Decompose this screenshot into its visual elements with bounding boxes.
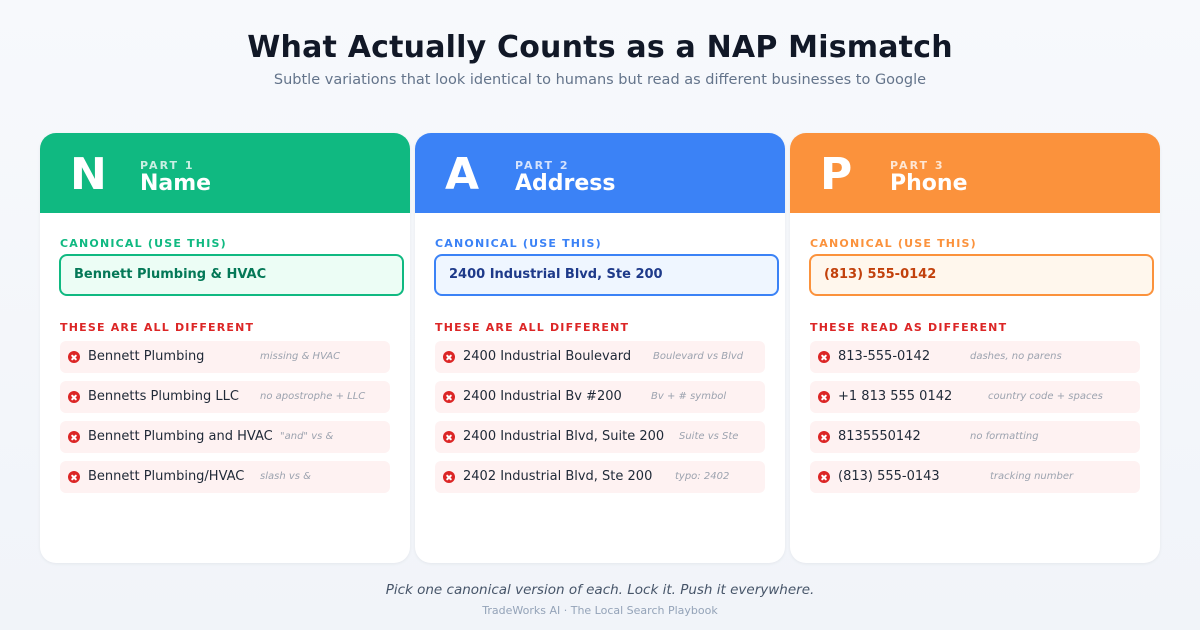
x-circle-icon	[818, 391, 830, 403]
card-letter: N	[70, 149, 107, 200]
mismatch-note: country code + spaces	[988, 391, 1103, 402]
canonical-label: CANONICAL (USE THIS)	[60, 237, 227, 250]
card-header: P PART 3 Phone	[790, 133, 1160, 213]
mismatch-text: 8135550142	[838, 429, 921, 444]
card-header: N PART 1 Name	[40, 133, 410, 213]
mismatch-note: Suite vs Ste	[679, 431, 739, 442]
card-title: Address	[515, 171, 616, 196]
mismatch-text: 2400 Industrial Blvd, Suite 200	[463, 429, 665, 444]
different-label: THESE ARE ALL DIFFERENT	[60, 321, 255, 334]
card-title: Phone	[890, 171, 968, 196]
canonical-label: CANONICAL (USE THIS)	[435, 237, 602, 250]
mismatch-item: (813) 555-0143 tracking number	[810, 461, 1140, 493]
canonical-value: Bennett Plumbing & HVAC	[59, 254, 404, 296]
page-title: What Actually Counts as a NAP Mismatch	[247, 30, 953, 65]
mismatch-text: 2400 Industrial Boulevard	[463, 349, 632, 364]
mismatch-text: +1 813 555 0142	[838, 389, 953, 404]
mismatch-item: 2400 Industrial Boulevard Boulevard vs B…	[435, 341, 765, 373]
mismatch-item: 2402 Industrial Blvd, Ste 200 typo: 2402	[435, 461, 765, 493]
different-label: THESE ARE ALL DIFFERENT	[435, 321, 630, 334]
x-circle-icon	[443, 471, 455, 483]
x-circle-icon	[68, 391, 80, 403]
mismatch-text: Bennetts Plumbing LLC	[88, 389, 239, 404]
mismatch-item: Bennett Plumbing/HVAC slash vs &	[60, 461, 390, 493]
x-circle-icon	[443, 351, 455, 363]
part-label: PART 3	[890, 159, 945, 172]
x-circle-icon	[818, 351, 830, 363]
mismatch-note: no formatting	[970, 431, 1039, 442]
card-address: A PART 2 Address CANONICAL (USE THIS) 24…	[415, 133, 785, 563]
canonical-value: (813) 555-0142	[809, 254, 1154, 296]
mismatch-item: 2400 Industrial Bv #200 Bv + # symbol	[435, 381, 765, 413]
mismatch-item: 8135550142 no formatting	[810, 421, 1140, 453]
different-label: THESE READ AS DIFFERENT	[810, 321, 1008, 334]
mismatch-text: 2402 Industrial Blvd, Ste 200	[463, 469, 653, 484]
mismatch-note: dashes, no parens	[970, 351, 1062, 362]
x-circle-icon	[818, 471, 830, 483]
x-circle-icon	[68, 351, 80, 363]
page-subtitle: Subtle variations that look identical to…	[273, 72, 927, 88]
footer-credit: TradeWorks AI · The Local Search Playboo…	[482, 604, 718, 617]
card-title: Name	[140, 171, 212, 196]
mismatch-note: Bv + # symbol	[651, 391, 727, 402]
x-circle-icon	[818, 431, 830, 443]
canonical-label: CANONICAL (USE THIS)	[810, 237, 977, 250]
mismatch-text: 2400 Industrial Bv #200	[463, 389, 622, 404]
mismatch-item: Bennett Plumbing and HVAC "and" vs &	[60, 421, 390, 453]
mismatch-note: typo: 2402	[675, 471, 730, 482]
mismatch-item: 813-555-0142 dashes, no parens	[810, 341, 1140, 373]
mismatch-text: 813-555-0142	[838, 349, 931, 364]
part-label: PART 2	[515, 159, 570, 172]
mismatch-note: missing & HVAC	[260, 351, 341, 362]
mismatch-item: Bennetts Plumbing LLC no apostrophe + LL…	[60, 381, 390, 413]
footer-tagline: Pick one canonical version of each. Lock…	[385, 582, 815, 598]
x-circle-icon	[68, 431, 80, 443]
canonical-value: 2400 Industrial Blvd, Ste 200	[434, 254, 779, 296]
mismatch-item: 2400 Industrial Blvd, Suite 200 Suite vs…	[435, 421, 765, 453]
mismatch-text: Bennett Plumbing and HVAC	[88, 429, 273, 444]
x-circle-icon	[443, 431, 455, 443]
x-circle-icon	[443, 391, 455, 403]
mismatch-note: slash vs &	[260, 471, 311, 482]
card-name: N PART 1 Name CANONICAL (USE THIS) Benne…	[40, 133, 410, 563]
mismatch-item: +1 813 555 0142 country code + spaces	[810, 381, 1140, 413]
mismatch-note: tracking number	[990, 471, 1074, 482]
mismatch-note: Boulevard vs Blvd	[653, 351, 744, 362]
part-label: PART 1	[140, 159, 195, 172]
mismatch-text: Bennett Plumbing/HVAC	[88, 469, 245, 484]
mismatch-text: (813) 555-0143	[838, 469, 940, 484]
card-letter: P	[820, 149, 853, 200]
mismatch-note: no apostrophe + LLC	[260, 391, 366, 402]
mismatch-text: Bennett Plumbing	[88, 349, 205, 364]
mismatch-note: "and" vs &	[280, 431, 334, 442]
card-phone: P PART 3 Phone CANONICAL (USE THIS) (813…	[790, 133, 1160, 563]
x-circle-icon	[68, 471, 80, 483]
card-header: A PART 2 Address	[415, 133, 785, 213]
card-letter: A	[445, 149, 480, 200]
mismatch-item: Bennett Plumbing missing & HVAC	[60, 341, 390, 373]
